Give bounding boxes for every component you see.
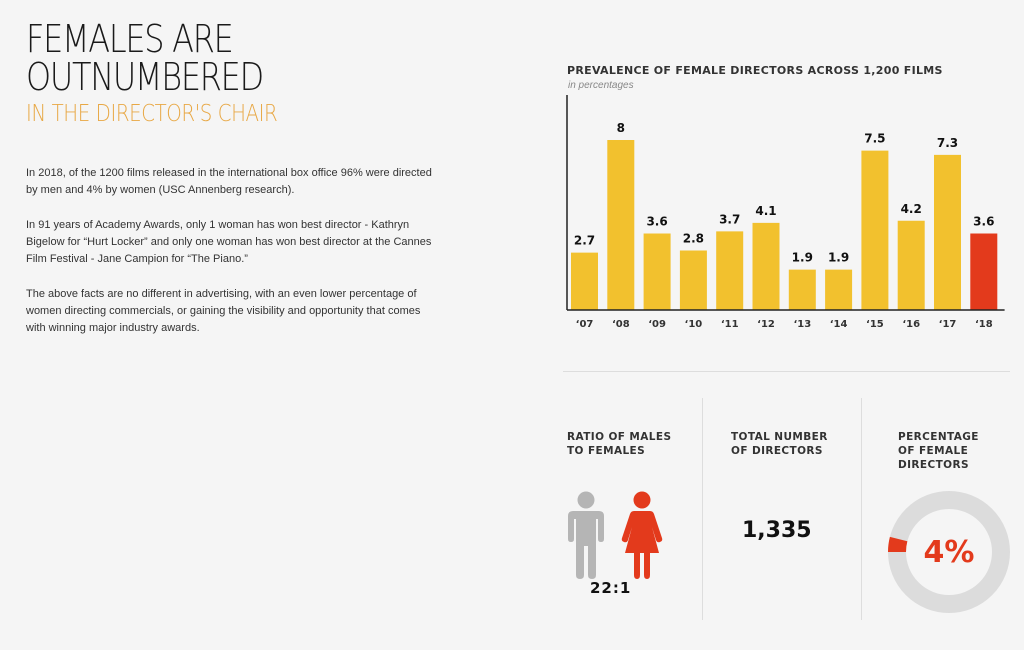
x-tick-label-8: ‘15 xyxy=(866,319,884,330)
stat-divider-2 xyxy=(861,398,862,620)
chart-subtitle: in percentages xyxy=(568,80,634,91)
bar-3 xyxy=(679,250,707,310)
percentage-label-line-1: PERCENTAGE xyxy=(898,431,979,443)
data-label-7: 1.9 xyxy=(828,251,849,265)
x-tick-label-7: ‘14 xyxy=(830,319,848,330)
total-value: 1,335 xyxy=(742,518,812,543)
page-title: FEMALES ARE OUTNUMBERED xyxy=(26,17,264,99)
data-label-5: 4.1 xyxy=(755,204,776,218)
paragraph-advertising: The above facts are no different in adve… xyxy=(26,288,421,334)
bar-0 xyxy=(571,252,598,310)
title-line-2: OUTNUMBERED xyxy=(26,55,264,99)
chart-title: PREVALENCE OF FEMALE DIRECTORS ACROSS 1,… xyxy=(567,64,943,77)
x-tick-label-5: ‘12 xyxy=(757,319,775,330)
data-label-6: 1.9 xyxy=(792,251,813,265)
bar-11 xyxy=(970,233,998,310)
x-tick-label-10: ‘17 xyxy=(939,319,957,330)
bar-7 xyxy=(825,269,853,310)
bar-group: 2.7 ‘07 8 ‘08 3.6 ‘09 2.8 ‘10 3.7 ‘11 4.1 ‘12 1.9 ‘13… xyxy=(571,121,998,330)
x-tick-label-1: ‘08 xyxy=(612,319,630,330)
x-tick-label-2: ‘09 xyxy=(648,319,666,330)
bar-9 xyxy=(897,220,925,310)
x-tick-label-0: ‘07 xyxy=(576,319,594,330)
stat-divider-1 xyxy=(702,398,703,620)
data-label-4: 3.7 xyxy=(719,212,740,226)
body-text: In 2018, of the 1200 films released in t… xyxy=(26,165,436,355)
male-figure-icon xyxy=(568,491,604,579)
x-tick-label-4: ‘11 xyxy=(721,319,739,330)
x-tick-label-3: ‘10 xyxy=(685,319,703,330)
percentage-label-line-2: OF FEMALE xyxy=(898,445,969,457)
donut-svg xyxy=(887,491,1010,613)
bar-5 xyxy=(752,222,780,310)
data-label-0: 2.7 xyxy=(574,234,595,248)
total-label: TOTAL NUMBER OF DIRECTORS xyxy=(731,430,828,458)
ratio-label: RATIO OF MALES TO FEMALES xyxy=(567,430,671,458)
bar-1 xyxy=(607,140,635,310)
data-label-1: 8 xyxy=(617,121,625,135)
data-label-10: 7.3 xyxy=(937,136,958,150)
donut-chart: 4% xyxy=(886,489,1012,615)
data-label-9: 4.2 xyxy=(901,202,922,216)
paragraph-academy-awards: In 91 years of Academy Awards, only 1 wo… xyxy=(26,219,432,265)
bar-10 xyxy=(934,154,961,310)
bar-4 xyxy=(716,231,744,310)
data-label-11: 3.6 xyxy=(973,215,994,229)
bar-6 xyxy=(788,269,816,310)
ratio-label-line-2: TO FEMALES xyxy=(567,445,646,457)
x-tick-label-11: ‘18 xyxy=(975,319,993,330)
percentage-label-line-3: DIRECTORS xyxy=(898,459,969,471)
section-divider xyxy=(563,371,1010,372)
title-line-1: FEMALES ARE xyxy=(26,17,234,61)
bar-chart: 2.7 ‘07 8 ‘08 3.6 ‘09 2.8 ‘10 3.7 ‘11 4.1 ‘12 1.9 ‘13… xyxy=(566,95,1005,330)
ratio-value: 22:1 xyxy=(590,579,632,597)
page-subtitle: IN THE DIRECTOR'S CHAIR xyxy=(26,101,278,127)
x-tick-label-9: ‘16 xyxy=(902,319,920,330)
ratio-label-line-1: RATIO OF MALES xyxy=(567,431,672,443)
donut-value-arc xyxy=(887,536,908,553)
data-label-8: 7.5 xyxy=(864,132,885,146)
bar-2 xyxy=(643,233,671,310)
paragraph-box-office: In 2018, of the 1200 films released in t… xyxy=(26,167,432,196)
percentage-value: 4% xyxy=(923,534,975,570)
x-tick-label-6: ‘13 xyxy=(793,319,811,330)
data-label-3: 2.8 xyxy=(683,232,704,246)
total-label-line-2: OF DIRECTORS xyxy=(731,445,823,457)
bar-8 xyxy=(861,150,889,310)
female-figure-icon xyxy=(621,491,663,579)
total-label-line-1: TOTAL NUMBER xyxy=(731,431,828,443)
data-label-2: 3.6 xyxy=(646,215,667,229)
percentage-label: PERCENTAGE OF FEMALE DIRECTORS xyxy=(898,430,979,472)
